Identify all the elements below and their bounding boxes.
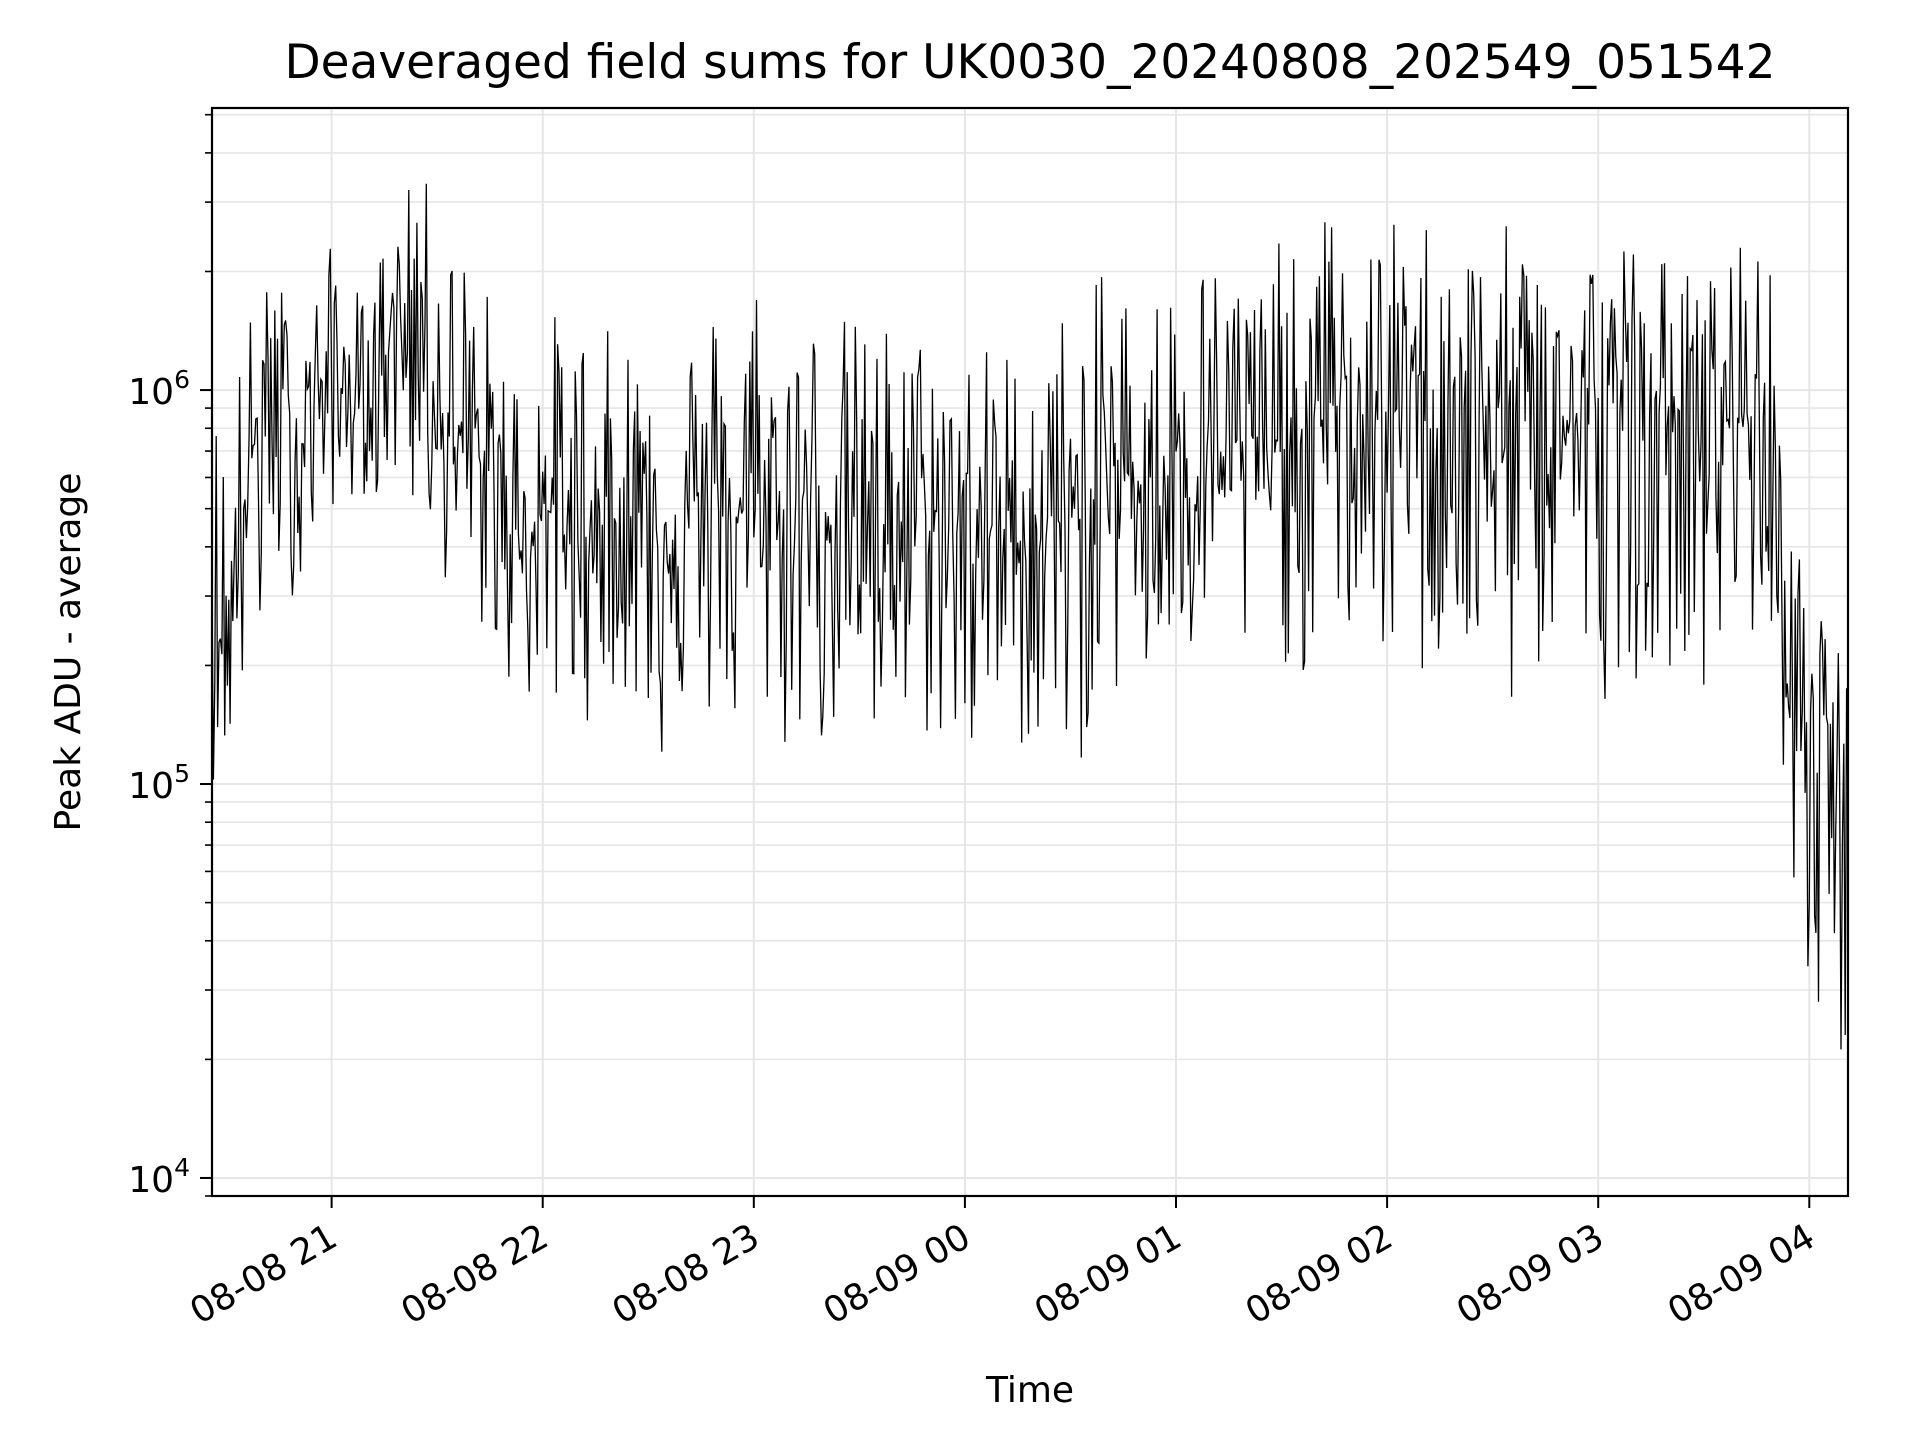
series-line: [211, 183, 1849, 1050]
chart-title: Deaveraged field sums for UK0030_2024080…: [284, 35, 1775, 90]
y-tick-label: 104: [128, 1153, 190, 1201]
series-line-group: [211, 183, 1849, 1050]
plot-frame: [210, 106, 1850, 1198]
y-axis: 104 105 106: [128, 113, 212, 1201]
y-tick-label: 105: [128, 759, 190, 807]
y-axis-label: Peak ADU - average: [48, 473, 89, 832]
y-tick-label: 106: [128, 365, 190, 413]
x-axis-label: Time: [985, 1370, 1074, 1411]
